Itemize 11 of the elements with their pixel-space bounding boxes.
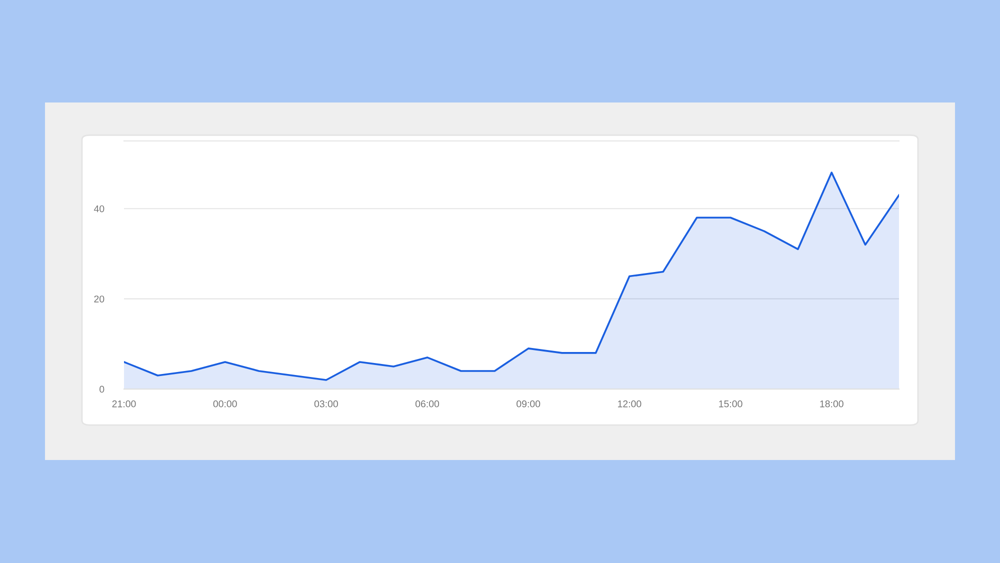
x-tick-label: 03:00 xyxy=(314,400,338,408)
y-tick-label: 20 xyxy=(94,296,104,302)
x-tick-label: 09:00 xyxy=(516,400,540,408)
x-tick-label: 12:00 xyxy=(618,400,642,408)
x-tick-label: 00:00 xyxy=(213,400,237,408)
y-tick-label: 0 xyxy=(100,386,104,393)
y-tick-label: 40 xyxy=(94,205,104,212)
x-tick-label: 21:00 xyxy=(112,400,136,408)
x-tick-label: 18:00 xyxy=(820,400,844,408)
x-tick-label: 15:00 xyxy=(719,400,742,408)
x-tick-label: 06:00 xyxy=(415,400,440,408)
